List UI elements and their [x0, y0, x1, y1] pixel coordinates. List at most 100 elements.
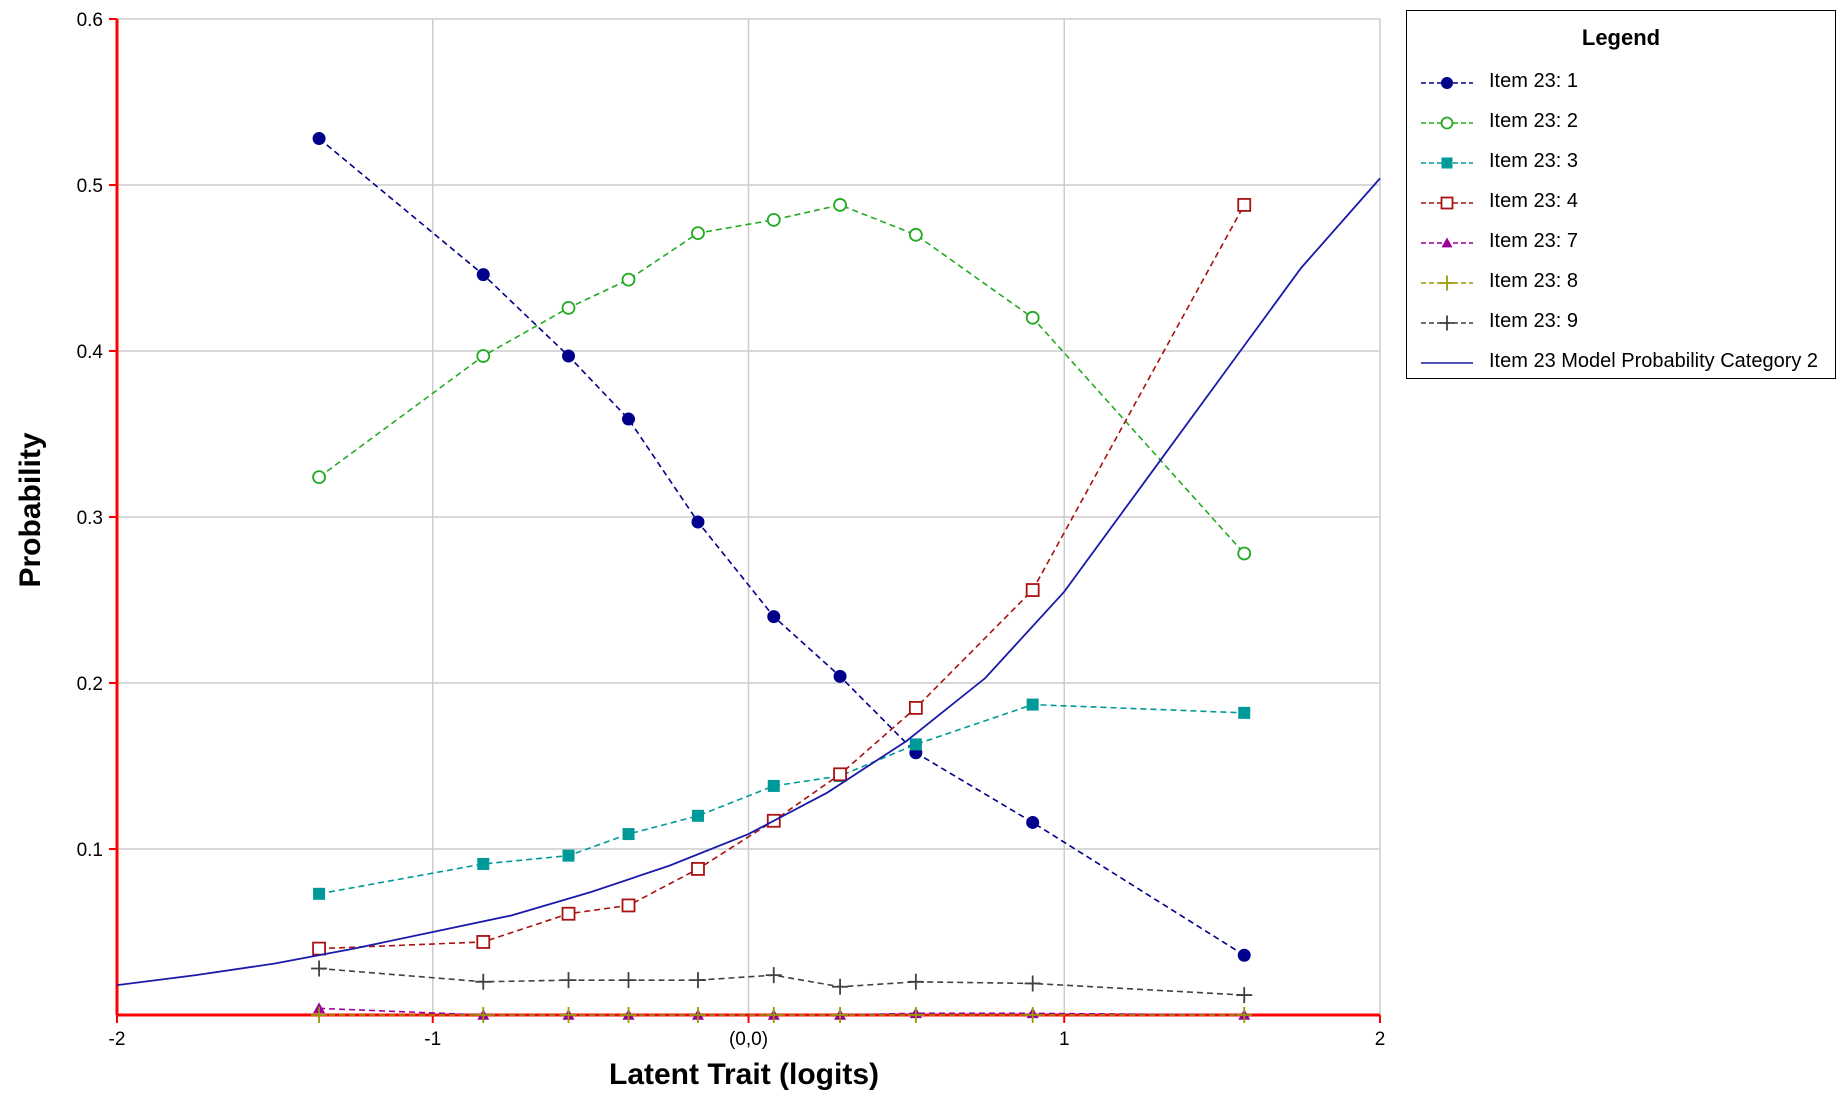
legend-label: Item 23 Model Probability Category 2 [1489, 350, 1819, 372]
data-point [907, 973, 924, 990]
data-point [908, 227, 923, 242]
data-point [833, 767, 847, 782]
data-point [833, 198, 847, 212]
y-tick-label: 0.1 [77, 840, 103, 861]
data-point [621, 898, 636, 913]
data-point [1237, 198, 1252, 212]
data-point [475, 973, 492, 990]
legend-swatch [1421, 275, 1473, 291]
legend-marker [1440, 196, 1454, 210]
legend-marker [1441, 77, 1453, 89]
series-line [319, 1007, 1245, 1016]
data-point [691, 809, 704, 822]
legend-label: Item 23: 1 [1489, 70, 1578, 92]
data-point [1237, 948, 1251, 962]
data-point [311, 960, 328, 977]
data-point [833, 669, 847, 683]
data-point [476, 268, 490, 282]
data-point [561, 300, 576, 315]
legend-swatch [1421, 196, 1473, 210]
data-point [689, 972, 706, 989]
data-point [622, 412, 636, 426]
legend-marker [1441, 157, 1453, 169]
legend-marker [1439, 275, 1455, 291]
data-point [476, 935, 491, 949]
legend-item: Item 23: 3 [1417, 145, 1832, 181]
data-point [766, 212, 781, 227]
data-point [767, 779, 780, 792]
legend-title: Legend [1581, 25, 1661, 50]
legend-item: Item 23 Model Probability Category 2 [1417, 345, 1832, 381]
y-tick-label: 0.4 [77, 342, 104, 363]
x-tick-label: (0,0) [729, 1029, 768, 1050]
data-point [832, 1007, 849, 1023]
data-point [691, 226, 705, 241]
legend-item: Item 23: 4 [1417, 185, 1832, 221]
grid-lines [117, 18, 1381, 1015]
data-point [1026, 815, 1040, 829]
data-point [476, 349, 491, 363]
legend-swatch [1421, 237, 1473, 248]
x-tick-label: 1 [1059, 1029, 1070, 1050]
legend-item: Item 23: 9 [1417, 305, 1832, 341]
legend-label: Item 23: 7 [1489, 230, 1578, 252]
series-line [318, 703, 1245, 895]
legend-marker [1440, 116, 1454, 130]
chart: -2 -1 (0,0) 1 2 0.1 0.2 0.3 0.4 0.5 0.6 Latent Tra… [14, 10, 1385, 1091]
data-point [1238, 706, 1251, 719]
data-point [561, 906, 576, 921]
data-point [477, 857, 490, 870]
legend-label: Item 23: 4 [1489, 190, 1578, 212]
data-point [562, 349, 576, 363]
model-curve-line [116, 177, 1381, 987]
legend: Legend Item 23: 1 Item 23: 2 Item 23: 3 Ite… [1406, 10, 1836, 379]
data-point [691, 862, 705, 876]
data-point [1025, 583, 1040, 597]
data-point [475, 1007, 492, 1023]
legend-label: Item 23: 8 [1489, 270, 1578, 292]
data-point [767, 610, 781, 624]
series-line [318, 204, 1245, 555]
data-point [621, 272, 636, 287]
data-point [1024, 975, 1041, 992]
data-point [560, 1007, 577, 1023]
legend-swatch [1421, 315, 1473, 331]
data-point [311, 1007, 328, 1023]
data-point [909, 738, 922, 751]
legend-swatch [1421, 362, 1473, 364]
data-point [312, 132, 326, 146]
data-point [562, 849, 575, 862]
y-tick-label: 0.5 [77, 176, 103, 197]
legend-swatch [1421, 116, 1473, 130]
legend-item: Item 23: 1 [1417, 65, 1832, 101]
y-tick-label: 0.3 [77, 508, 103, 529]
legend-item: Item 23: 8 [1417, 265, 1832, 301]
data-point [312, 470, 326, 485]
axes [109, 18, 1381, 1023]
series-layer [116, 132, 1381, 1023]
data-point [907, 1007, 924, 1023]
legend-label: Item 23: 2 [1489, 110, 1578, 132]
x-axis-label: Latent Trait (logits) [609, 1058, 879, 1091]
data-point [1236, 1007, 1253, 1023]
data-point [1026, 698, 1039, 711]
data-point [765, 967, 782, 984]
series-line [318, 137, 1245, 956]
y-tick-label: 0.6 [77, 10, 103, 31]
data-point [312, 941, 326, 956]
data-point [1025, 310, 1040, 325]
data-point [620, 972, 637, 989]
data-point [620, 1007, 637, 1023]
x-tick-label: -2 [109, 1029, 126, 1050]
data-point [1024, 1007, 1041, 1023]
legend-item: Item 23: 7 [1417, 225, 1832, 261]
series-line [319, 204, 1245, 950]
legend-swatch [1421, 157, 1473, 169]
x-tick-label: -1 [424, 1029, 441, 1050]
legend-item: Item 23: 2 [1417, 105, 1832, 141]
data-point [908, 701, 923, 715]
legend-marker [1441, 237, 1453, 248]
data-point [765, 1007, 782, 1023]
legend-swatch [1421, 77, 1473, 89]
data-point [622, 828, 635, 841]
